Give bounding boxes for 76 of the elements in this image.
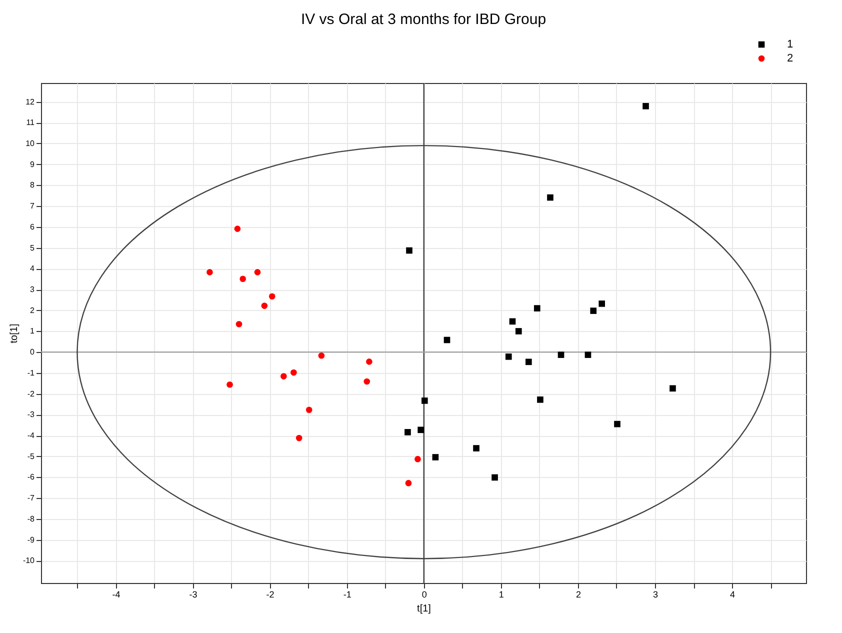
x-tick-label: -3 [189, 590, 198, 600]
point [614, 420, 620, 428]
point [290, 369, 297, 376]
point [280, 373, 287, 380]
y-tick-label: 7 [30, 202, 36, 211]
point [598, 300, 606, 307]
point [492, 474, 498, 481]
x-tick-label: 1 [498, 590, 504, 600]
point [364, 378, 370, 385]
point [418, 426, 424, 434]
y-tick-label: 1 [30, 326, 36, 336]
x-tick-label: 0 [422, 590, 427, 600]
x-tick-label: 4 [730, 590, 736, 600]
y-tick-label: 9 [30, 160, 36, 169]
point [254, 269, 261, 276]
y-tick-label: 5 [30, 243, 36, 252]
point [432, 454, 439, 460]
y-tick-label: 2 [30, 306, 36, 315]
y-axis-title: to[1] [8, 324, 20, 344]
point [405, 480, 412, 486]
point [296, 434, 302, 442]
y-tick-label: 10 [26, 138, 36, 148]
point [236, 320, 242, 328]
y-tick-label: 8 [30, 180, 36, 190]
point [318, 352, 325, 359]
point [366, 358, 372, 365]
point [404, 429, 411, 436]
point [584, 352, 592, 358]
point [444, 336, 450, 344]
point [670, 385, 676, 392]
y-tick-label: -5 [27, 452, 36, 461]
x-tick-label: -1 [343, 590, 352, 600]
point [505, 354, 512, 360]
point [306, 406, 312, 414]
y-tick-label: -4 [27, 431, 36, 440]
y-tick-label: -3 [27, 410, 36, 420]
y-tick-label: -9 [27, 535, 36, 544]
y-tick-label: 4 [30, 264, 36, 274]
legend-label: 2 [787, 52, 794, 64]
point [261, 302, 268, 309]
point [421, 398, 428, 404]
point [473, 445, 480, 452]
y-tick-label: -8 [27, 514, 36, 524]
y-tick-label: -1 [27, 368, 36, 378]
point [406, 247, 412, 254]
y-tick-label: 11 [26, 118, 36, 128]
x-tick-label: -2 [266, 590, 274, 600]
y-tick-label: 3 [30, 285, 36, 294]
point [268, 293, 276, 300]
point [240, 276, 246, 282]
point [509, 318, 516, 325]
point [525, 358, 532, 366]
point [234, 226, 241, 232]
y-tick-label: -6 [27, 472, 36, 482]
x-tick-label: 2 [576, 590, 581, 600]
point [515, 328, 522, 334]
point [206, 269, 213, 276]
y-tick-label: -10 [22, 556, 36, 566]
point [537, 396, 544, 403]
point [558, 352, 564, 358]
point [590, 308, 597, 314]
y-tick-label: 6 [30, 222, 36, 232]
point [534, 305, 540, 312]
point [226, 381, 233, 388]
point [642, 102, 649, 110]
y-tick-label: 0 [30, 348, 36, 357]
y-tick-label: 12 [26, 97, 36, 106]
point [414, 456, 421, 462]
y-tick-label: -7 [27, 494, 36, 503]
x-axis-title: t[1] [417, 604, 432, 614]
x-tick-label: 3 [652, 590, 658, 600]
chart-title: IV vs Oral at 3 months for IBD Group [300, 11, 546, 28]
point [547, 194, 554, 201]
x-tick-label: -4 [112, 590, 120, 600]
legend-label: 1 [787, 38, 794, 50]
y-tick-label: -2 [27, 389, 36, 398]
